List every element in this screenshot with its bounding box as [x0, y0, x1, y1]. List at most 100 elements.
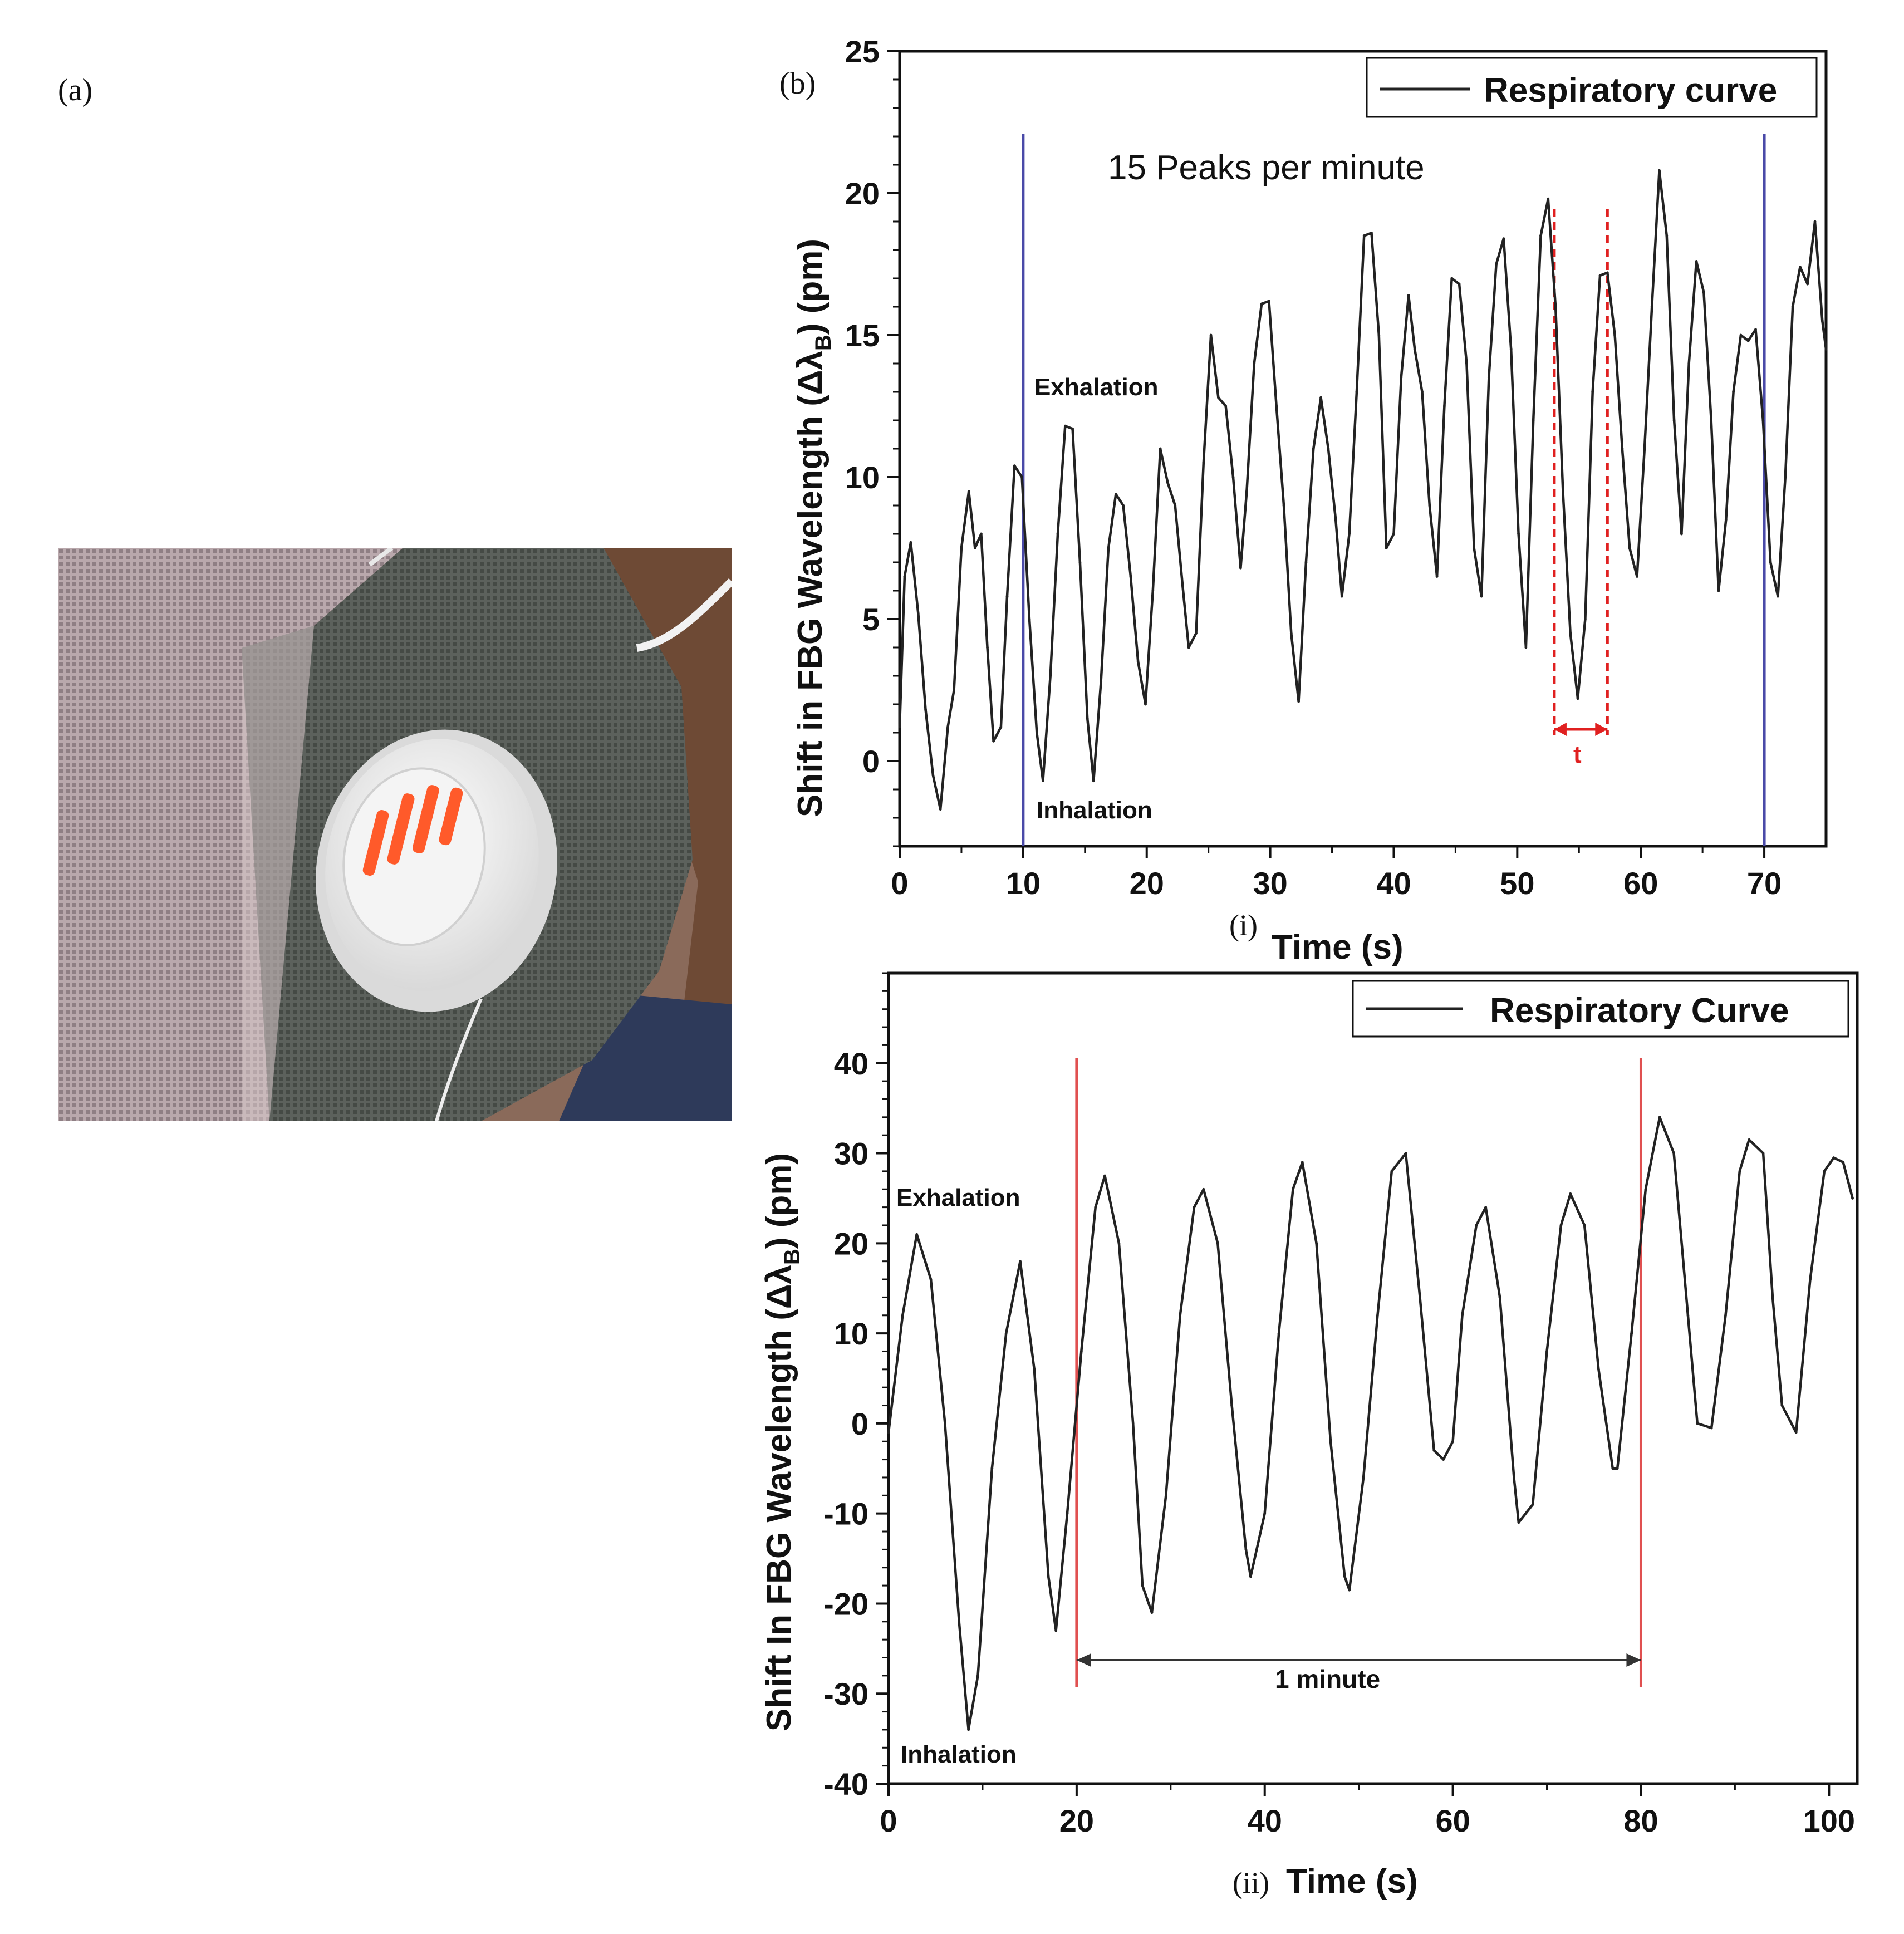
- data-point: [980, 532, 983, 536]
- data-point: [1784, 475, 1787, 479]
- chart-ii-sublabel: (ii): [1233, 1866, 1269, 1899]
- x-tick-label: 60: [1623, 866, 1658, 901]
- data-point: [916, 612, 920, 615]
- x-tick-label: 70: [1747, 866, 1782, 901]
- data-point: [1777, 595, 1779, 598]
- chart-ii-y-axis-label-unit: ) (pm): [760, 1153, 798, 1249]
- data-point: [1013, 464, 1016, 467]
- data-point: [1129, 575, 1132, 578]
- data-point: [967, 490, 970, 493]
- chart-i-sublabel: (i): [1229, 909, 1258, 942]
- data-point: [1103, 1174, 1106, 1177]
- face-mask-photo: [58, 548, 732, 1121]
- data-point: [1658, 1116, 1661, 1119]
- data-point: [1832, 1156, 1836, 1160]
- data-point: [1480, 595, 1483, 598]
- data-point: [1304, 561, 1308, 564]
- data-point: [1144, 703, 1147, 706]
- data-point: [1094, 1206, 1097, 1209]
- data-point: [1079, 1350, 1083, 1353]
- data-point: [1487, 376, 1490, 379]
- chart-i-exhalation-label: Exhalation: [1034, 374, 1159, 401]
- data-point: [1621, 447, 1624, 450]
- data-point: [1591, 390, 1594, 394]
- data-point: [1576, 697, 1579, 700]
- data-point: [1159, 447, 1162, 450]
- data-point: [924, 708, 927, 711]
- data-point: [1851, 1197, 1854, 1200]
- data-point: [1824, 348, 1828, 351]
- data-point: [1078, 561, 1082, 564]
- data-point: [1672, 1152, 1675, 1155]
- chart-i-y-axis-label-unit: ) (pm): [791, 239, 830, 335]
- data-point: [1117, 1241, 1121, 1245]
- face-mask-with-valve-icon: [58, 548, 732, 1121]
- data-point: [958, 1620, 961, 1623]
- data-point: [1597, 1368, 1600, 1371]
- x-tick-label: 20: [1059, 1803, 1094, 1838]
- data-point: [1390, 1170, 1393, 1173]
- chart-i-peaks-annotation: 15 Peaks per minute: [1108, 149, 1425, 187]
- x-tick-label: 40: [1248, 1803, 1282, 1838]
- data-point: [1502, 237, 1505, 240]
- chart-ii-interval-label: 1 minute: [1275, 1665, 1380, 1694]
- data-point: [1710, 419, 1713, 422]
- data-point: [1473, 547, 1476, 549]
- data-point: [1355, 390, 1358, 394]
- data-point: [931, 774, 935, 777]
- panel-a-label: (a): [58, 73, 93, 107]
- data-point: [1202, 1187, 1205, 1191]
- data-point: [1244, 1548, 1248, 1551]
- data-point: [973, 547, 976, 549]
- data-point: [1613, 333, 1617, 337]
- data-point: [1628, 547, 1631, 549]
- data-point: [1327, 447, 1330, 450]
- y-tick-label: 15: [845, 318, 880, 353]
- data-point: [929, 1278, 933, 1281]
- data-point: [1245, 490, 1248, 493]
- data-point: [1385, 547, 1388, 549]
- data-point: [1179, 1314, 1182, 1317]
- data-point: [1732, 390, 1735, 394]
- data-point: [1432, 1449, 1436, 1452]
- data-point: [1450, 277, 1454, 280]
- x-tick-label: 30: [1253, 866, 1287, 901]
- chart-ii-ticks: 0 20 40 60 80 100 -40 -30 -20 -10 0 10 20 30 40: [823, 972, 1855, 1838]
- data-point: [1301, 1161, 1304, 1164]
- data-point: [1376, 1314, 1379, 1317]
- data-point: [1166, 481, 1169, 484]
- data-point: [1107, 547, 1110, 549]
- data-point: [1644, 1187, 1647, 1191]
- data-point: [1559, 1224, 1563, 1227]
- data-point: [1092, 779, 1095, 783]
- data-point: [1687, 362, 1691, 365]
- data-point: [960, 547, 963, 549]
- data-point: [1512, 1476, 1515, 1479]
- data-point: [1475, 1224, 1478, 1227]
- data-point: [1710, 1426, 1713, 1430]
- data-point: [901, 1314, 904, 1317]
- data-point: [1769, 561, 1772, 564]
- data-point: [1724, 1314, 1727, 1317]
- data-point: [1539, 234, 1542, 237]
- data-point: [1809, 1278, 1812, 1281]
- chart-i-ticks: 0 10 20 30 40 50 60 70 0 5 10 15 20 25: [845, 34, 1782, 901]
- data-point: [1224, 405, 1228, 408]
- data-point: [1724, 518, 1728, 521]
- chart-i-reference-lines: [1022, 134, 1766, 846]
- chart-i-y-axis-label-sub: B: [811, 335, 836, 351]
- data-point: [1370, 232, 1373, 234]
- chart-i-period-label: t: [1573, 741, 1582, 768]
- data-point: [1362, 1476, 1365, 1479]
- data-point: [887, 1431, 890, 1434]
- data-point: [1746, 339, 1750, 342]
- data-point: [1407, 294, 1410, 297]
- data-point: [1329, 1440, 1332, 1443]
- data-point: [1275, 405, 1278, 408]
- chart-i: 0 10 20 30 40 50 60 70 0 5 10 15 20 25 Respiratory cu…: [791, 34, 1828, 966]
- y-tick-label: 0: [851, 1406, 868, 1441]
- data-point: [1650, 305, 1653, 308]
- chart-ii-interval-arrow: [1076, 1653, 1641, 1667]
- data-point: [1442, 1458, 1445, 1461]
- chart-ii-inhalation-label: Inhalation: [901, 1741, 1017, 1768]
